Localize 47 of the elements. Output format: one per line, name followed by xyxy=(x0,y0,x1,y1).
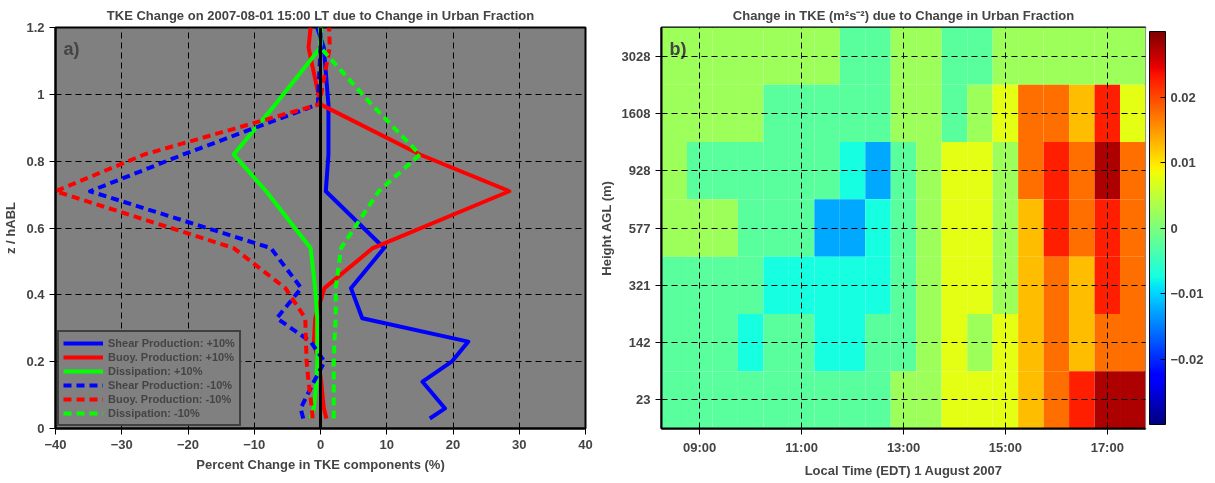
y-tick-label: 0.6 xyxy=(26,220,45,236)
chart-title: TKE Change on 2007-08-01 15:00 LT due to Change in Urban Fraction xyxy=(106,7,535,23)
legend-label: Shear Production: -10% xyxy=(108,378,233,392)
x-tick-label: −10 xyxy=(243,436,266,452)
x-tick-label: −30 xyxy=(110,436,133,452)
x-tick-label: 15:00 xyxy=(988,439,1023,455)
legend-label: Dissipation: -10% xyxy=(108,406,200,420)
x-tick-label: 10 xyxy=(379,436,394,452)
legend-label: Buoy. Production: -10% xyxy=(108,392,232,406)
y-tick-label: 1 xyxy=(37,86,45,102)
x-tick-label: 17:00 xyxy=(1090,439,1124,455)
x-tick-label: 20 xyxy=(445,436,461,452)
legend-label: Shear Production: +10% xyxy=(108,336,235,350)
x-axis-title: Percent Change in TKE components (%) xyxy=(196,456,445,472)
y-tick-label: 928 xyxy=(628,163,651,179)
y-axis-title: z / hABL xyxy=(3,201,19,254)
annotation: a) xyxy=(63,38,80,59)
x-tick-label: 09:00 xyxy=(683,439,717,455)
color-bar-label: 0.02 xyxy=(1170,89,1196,105)
x-tick-label: 30 xyxy=(512,436,527,452)
y-tick-label: 0.4 xyxy=(26,287,46,303)
x-tick-label: 40 xyxy=(578,436,593,452)
x-axis-title: Local Time (EDT) 1 August 2007 xyxy=(804,462,1002,478)
color-bar-label: 0 xyxy=(1170,220,1178,236)
x-tick-label: −20 xyxy=(176,436,200,452)
y-axis-title: Height AGL (m) xyxy=(598,181,614,276)
x-tick-label: 13:00 xyxy=(886,439,921,455)
y-tick-label: 0.2 xyxy=(26,354,45,370)
y-tick-label: 23 xyxy=(636,392,651,408)
x-tick-label: 11:00 xyxy=(785,439,818,455)
y-tick-label: 1608 xyxy=(621,105,651,121)
y-tick-label: 142 xyxy=(628,335,651,351)
annotation: b) xyxy=(669,38,687,59)
color-bar-label: −0.02 xyxy=(1170,351,1204,367)
y-tick-label: 0.8 xyxy=(26,153,45,169)
x-tick-label: 0 xyxy=(316,436,325,452)
x-tick-label: −40 xyxy=(44,436,67,452)
y-tick-label: 3028 xyxy=(621,48,651,64)
legend-label: Dissipation: +10% xyxy=(108,364,203,378)
color-bar-label: −0.01 xyxy=(1170,286,1204,301)
y-tick-label: 321 xyxy=(628,277,651,293)
y-tick-label: 1.2 xyxy=(26,20,45,35)
legend-label: Buoy. Production: +10% xyxy=(108,350,235,364)
y-tick-label: 0 xyxy=(37,421,45,436)
y-tick-label: 577 xyxy=(628,220,651,236)
chart-title: Change in TKE (m²s⁻²) due to Change in Urban Fraction xyxy=(732,7,1075,23)
color-bar-label: 0.01 xyxy=(1170,155,1196,170)
